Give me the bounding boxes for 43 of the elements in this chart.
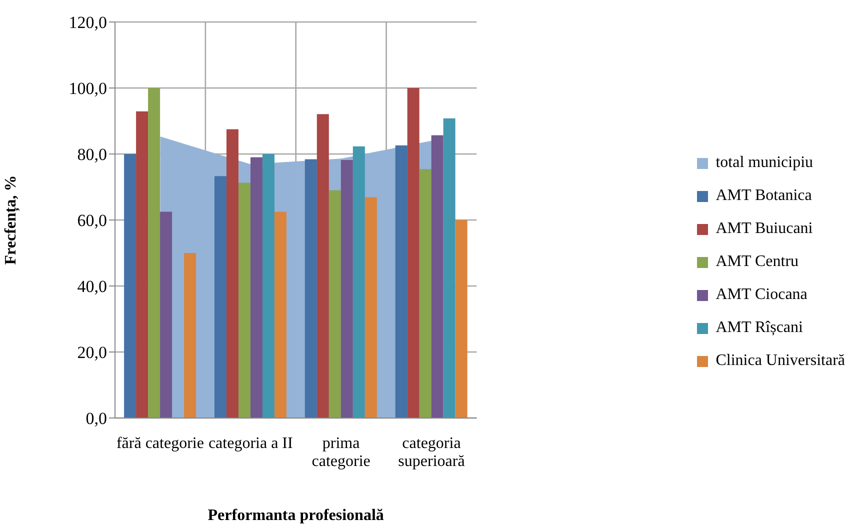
bar bbox=[364, 197, 377, 418]
bar bbox=[431, 135, 444, 418]
y-axis-title: Frecfența, % bbox=[2, 175, 21, 265]
legend-label: AMT Rîșcani bbox=[716, 319, 803, 337]
bar bbox=[214, 176, 226, 418]
y-tick-label: 0,0 bbox=[86, 409, 107, 428]
x-tick-label: categoria a II bbox=[208, 435, 293, 452]
bar bbox=[443, 118, 456, 418]
bar bbox=[124, 154, 136, 418]
y-tick-label: 20,0 bbox=[77, 343, 107, 362]
bar bbox=[340, 160, 353, 418]
y-tick-label: 120,0 bbox=[68, 13, 107, 32]
bar bbox=[184, 253, 196, 418]
legend-label: AMT Botanica bbox=[716, 187, 812, 205]
bar bbox=[304, 159, 317, 418]
bar bbox=[407, 88, 420, 418]
legend-label: AMT Centru bbox=[716, 253, 799, 271]
bar bbox=[274, 212, 286, 418]
legend-label: AMT Ciocana bbox=[716, 286, 808, 304]
x-tick-label: prima categorie bbox=[312, 435, 370, 470]
y-tick-label: 80,0 bbox=[77, 145, 107, 164]
bar bbox=[148, 88, 160, 418]
bar bbox=[352, 146, 365, 418]
bar bbox=[262, 154, 274, 418]
legend-label: AMT Buiucani bbox=[716, 220, 813, 238]
y-tick-label: 60,0 bbox=[77, 211, 107, 230]
y-tick-label: 100,0 bbox=[68, 79, 107, 98]
bar bbox=[226, 129, 238, 418]
bar bbox=[250, 157, 262, 418]
bar bbox=[160, 212, 172, 418]
bar bbox=[238, 182, 250, 418]
x-tick-label: categoria superioară bbox=[398, 435, 465, 470]
bar bbox=[395, 145, 408, 418]
bar bbox=[316, 114, 329, 418]
x-tick-label: fără categorie bbox=[116, 435, 204, 452]
legend-label: total municipiu bbox=[716, 154, 814, 172]
bar bbox=[419, 169, 432, 418]
bar bbox=[136, 111, 148, 418]
bar bbox=[455, 220, 468, 418]
legend-label: Clinica Universitară bbox=[716, 352, 845, 370]
y-tick-label: 40,0 bbox=[77, 277, 107, 296]
bar bbox=[328, 190, 341, 418]
x-axis-title: Performanta profesională bbox=[208, 507, 384, 524]
